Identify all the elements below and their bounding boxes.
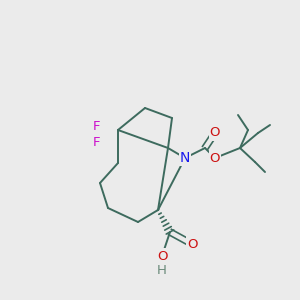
Text: H: H <box>157 263 167 277</box>
Text: O: O <box>157 250 167 262</box>
Text: N: N <box>180 151 190 165</box>
Text: F: F <box>93 136 101 148</box>
Text: O: O <box>187 238 197 250</box>
Text: O: O <box>210 127 220 140</box>
Text: F: F <box>93 119 101 133</box>
Text: O: O <box>210 152 220 164</box>
